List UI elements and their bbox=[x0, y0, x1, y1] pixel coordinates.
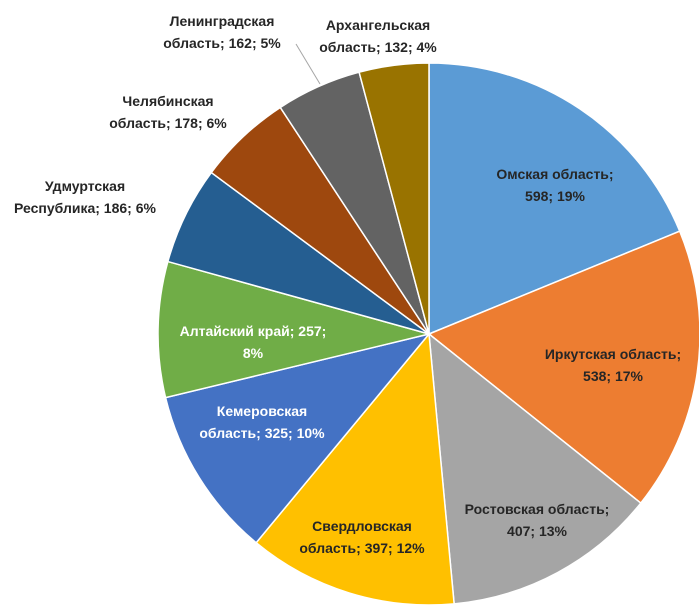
data-label: Архангельская область; 132; 4% bbox=[319, 17, 437, 55]
data-label: Алтайский край; 257; 8% bbox=[180, 323, 327, 361]
data-label-line: область; 132; 4% bbox=[319, 39, 437, 55]
pie-slice bbox=[428, 332, 642, 605]
data-label-line: Удмуртская bbox=[45, 178, 125, 194]
data-label-line: область; 397; 12% bbox=[299, 540, 425, 556]
data-label-line: Свердловская bbox=[312, 518, 412, 534]
pie-slice bbox=[358, 62, 430, 335]
data-label: Омская область; 598; 19% bbox=[496, 166, 613, 204]
data-label-line: область; 325; 10% bbox=[199, 425, 325, 441]
pie-slice bbox=[428, 62, 681, 336]
data-label-line: Кемеровская bbox=[217, 403, 307, 419]
data-label-line: Омская область; bbox=[496, 166, 613, 182]
pie-slice bbox=[164, 332, 432, 544]
data-label: Кемеровская область; 325; 10% bbox=[199, 403, 325, 441]
pie-slice bbox=[255, 332, 455, 606]
data-label-line: Архангельская bbox=[326, 17, 430, 33]
data-label-line: 598; 19% bbox=[525, 188, 585, 204]
data-label-line: область; 162; 5% bbox=[163, 35, 281, 51]
pie-slice bbox=[157, 260, 432, 399]
data-label: Удмуртская Республика; 186; 6% bbox=[14, 178, 156, 216]
data-label-line: 538; 17% bbox=[583, 368, 643, 384]
data-label: Ростовская область; 407; 13% bbox=[465, 501, 610, 539]
data-label: Челябинская область; 178; 6% bbox=[109, 93, 227, 131]
data-label: Иркутская область; 538; 17% bbox=[545, 346, 681, 384]
pie-slice bbox=[427, 230, 699, 505]
data-label-line: Алтайский край; 257; bbox=[180, 323, 327, 339]
data-label: Ленинградская область; 162; 5% bbox=[163, 13, 281, 51]
data-label-line: Челябинская bbox=[122, 93, 213, 109]
data-label-line: 407; 13% bbox=[507, 523, 567, 539]
data-label-line: Республика; 186; 6% bbox=[14, 200, 156, 216]
data-label-line: 8% bbox=[243, 345, 264, 361]
data-label-line: область; 178; 6% bbox=[109, 115, 227, 131]
data-label-line: Иркутская область; bbox=[545, 346, 681, 362]
data-label: Свердловская область; 397; 12% bbox=[299, 518, 425, 556]
data-label-line: Ленинградская bbox=[170, 13, 275, 29]
data-label-line: Ростовская область; bbox=[465, 501, 610, 517]
leader-line bbox=[295, 43, 321, 85]
